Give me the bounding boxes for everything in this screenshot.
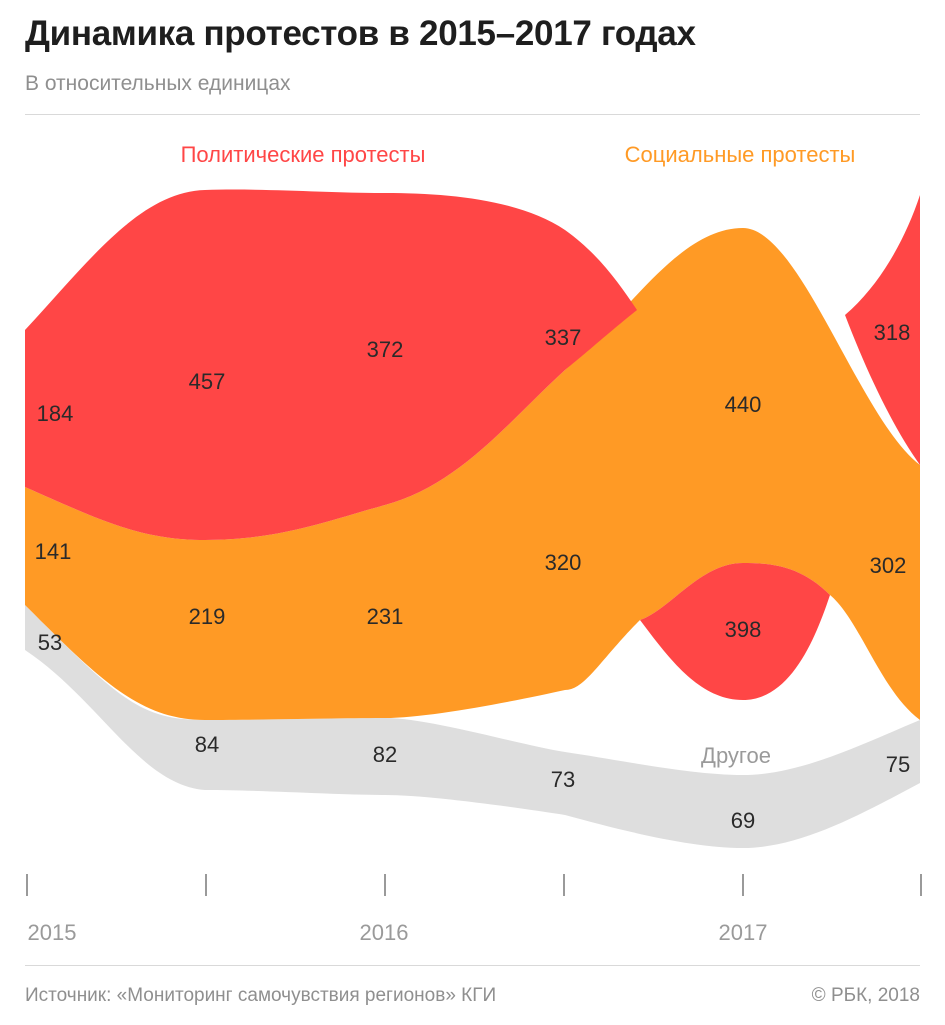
value-label-social-4: 440 — [725, 392, 762, 417]
top-divider — [25, 114, 920, 115]
value-label-social-5: 302 — [870, 553, 907, 578]
value-label-other-1: 84 — [195, 732, 219, 757]
chart-title: Динамика протестов в 2015–2017 годах — [25, 14, 696, 53]
value-label-social-1: 219 — [189, 604, 226, 629]
value-label-political-2: 372 — [367, 337, 404, 362]
x-tick-label-2017: 2017 — [719, 920, 768, 945]
value-label-other-0: 53 — [38, 630, 62, 655]
value-label-political-1: 457 — [189, 369, 226, 394]
band-political-c — [845, 195, 920, 465]
band-political-a — [25, 189, 637, 540]
bottom-divider — [25, 965, 920, 966]
value-label-political-3: 337 — [545, 325, 582, 350]
value-label-other-2: 82 — [373, 742, 397, 767]
series-label-political: Политические протесты — [181, 142, 426, 167]
value-label-social-3: 320 — [545, 550, 582, 575]
x-tick-label-2016: 2016 — [360, 920, 409, 945]
band-political-b — [640, 563, 830, 700]
series-label-other: Другое — [701, 743, 771, 768]
copyright-note: © РБК, 2018 — [811, 985, 920, 1006]
source-note: Источник: «Мониторинг самочувствия регио… — [25, 985, 497, 1006]
value-label-social-2: 231 — [367, 604, 404, 629]
value-label-political-5: 318 — [874, 320, 911, 345]
value-label-political-4: 398 — [725, 617, 762, 642]
chart-subtitle: В относительных единицах — [25, 72, 291, 95]
value-label-other-3: 73 — [551, 767, 575, 792]
value-label-other-5: 75 — [886, 752, 910, 777]
value-label-political-0: 184 — [37, 401, 74, 426]
band-social — [25, 228, 920, 720]
value-label-social-0: 141 — [35, 539, 72, 564]
band-other — [25, 605, 920, 848]
series-label-social: Социальные протесты — [625, 142, 856, 167]
value-label-other-4: 69 — [731, 808, 755, 833]
x-tick-label-2015: 2015 — [28, 920, 77, 945]
